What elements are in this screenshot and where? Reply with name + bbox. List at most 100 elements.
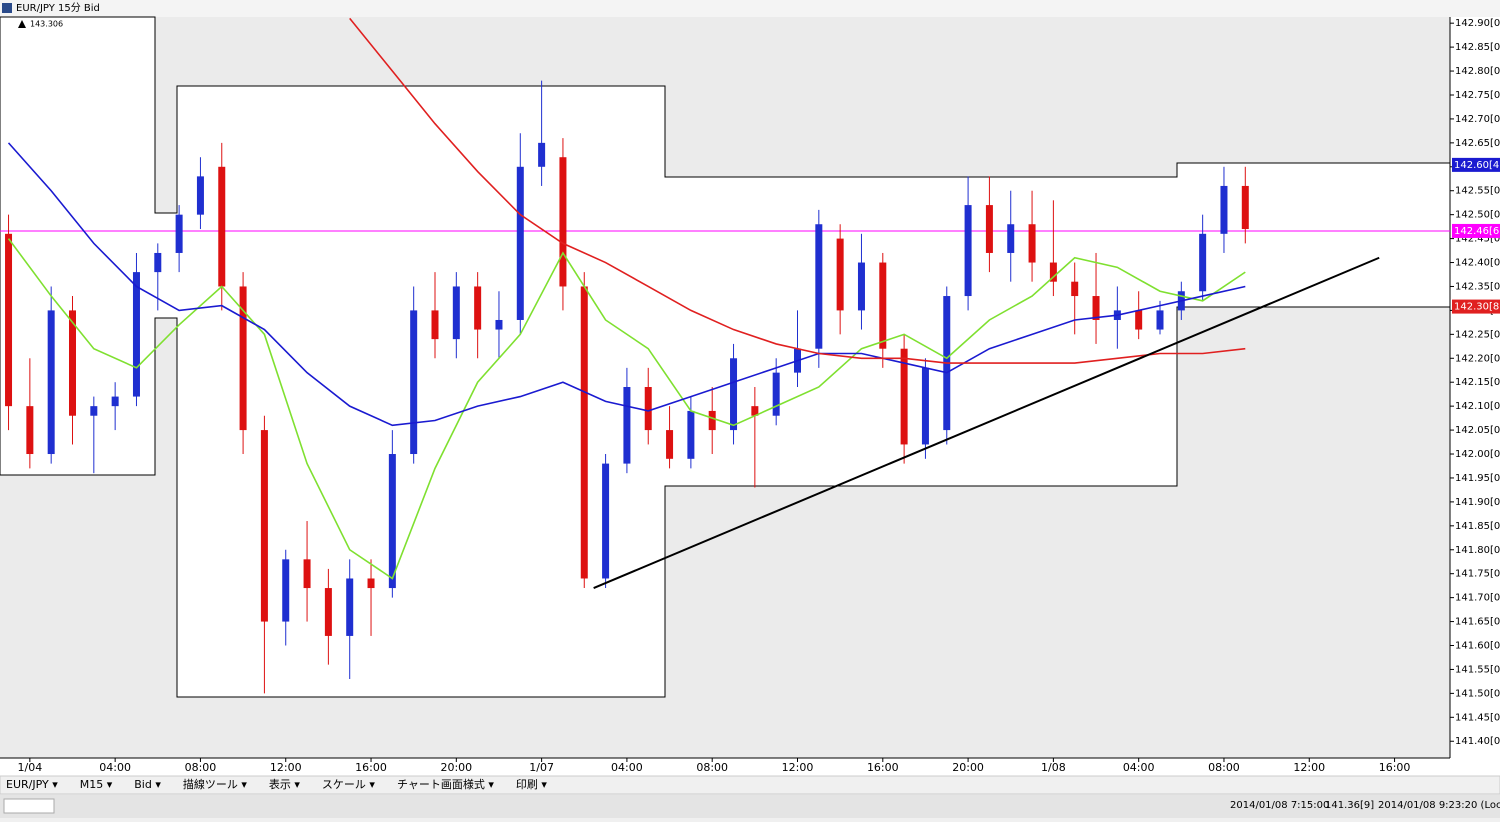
candle-body (154, 252, 162, 273)
y-tick-label: 141.60[0] (1455, 641, 1500, 652)
candle-body (644, 387, 652, 431)
x-tick-label: 20:00 (440, 761, 472, 774)
candle-body (623, 387, 631, 464)
candle-body (857, 262, 865, 311)
scroll-box[interactable] (3, 798, 55, 814)
status-bar (0, 795, 1500, 818)
candle-body (367, 578, 375, 589)
x-tick-label: 12:00 (1293, 761, 1325, 774)
toolbar-button[interactable]: 描線ツール ▾ (183, 777, 247, 791)
candle-body (474, 286, 482, 330)
x-tick-label: 1/07 (529, 761, 554, 774)
chart-title: EUR/JPY 15分 Bid (16, 2, 100, 14)
y-tick-label: 142.90[0] (1455, 18, 1500, 29)
candle-body (69, 310, 76, 416)
y-tick-label: 141.65[0] (1455, 617, 1500, 628)
candle-body (730, 358, 738, 431)
y-tick-label: 142.20[0] (1455, 353, 1500, 364)
candle-body (1092, 296, 1100, 320)
candle-body (772, 372, 780, 416)
candle-body (815, 224, 823, 349)
y-tick-label: 141.85[0] (1455, 521, 1500, 532)
y-tick-label: 142.25[0] (1455, 329, 1500, 340)
candle-body (879, 262, 887, 349)
candle-body (111, 396, 119, 407)
y-tick-label: 142.45[0] (1455, 234, 1500, 245)
status-text: 2014/01/08 7:15:00 (1230, 800, 1329, 811)
candle-body (1007, 224, 1015, 253)
price-tag-label: 142.30[8 (1454, 302, 1499, 313)
y-tick-label: 142.05[0] (1455, 425, 1500, 436)
candle-body (303, 559, 311, 589)
y-tick-label: 141.45[0] (1455, 712, 1500, 723)
y-tick-label: 142.00[0] (1455, 449, 1500, 460)
x-tick-label: 04:00 (99, 761, 131, 774)
y-tick-label: 142.85[0] (1455, 42, 1500, 53)
candle-body (1199, 233, 1207, 292)
candle-body (90, 406, 98, 416)
x-tick-label: 08:00 (1208, 761, 1240, 774)
x-tick-label: 1/04 (18, 761, 43, 774)
candle-body (538, 142, 546, 167)
trend-line (593, 256, 1380, 589)
candle-body (1135, 310, 1143, 330)
toolbar-button[interactable]: 表示 ▾ (269, 777, 300, 791)
price-tag (1452, 223, 1500, 238)
x-tick-label: 04:00 (1123, 761, 1155, 774)
high-marker-icon (18, 20, 26, 28)
candle-body (1220, 185, 1228, 234)
toolbar-button[interactable]: M15 ▾ (80, 778, 113, 791)
candle-body (1156, 310, 1164, 330)
y-tick-label: 142.65[0] (1455, 138, 1500, 149)
candle-body (666, 430, 674, 459)
y-tick-label: 142.40[0] (1455, 258, 1500, 269)
x-tick-label: 1/08 (1041, 761, 1066, 774)
x-tick-label: 16:00 (867, 761, 899, 774)
price-tag (1452, 299, 1500, 314)
candle-body (47, 310, 55, 455)
candle-body (346, 578, 354, 636)
candle-body (687, 410, 695, 459)
toolbar-button[interactable]: 印刷 ▾ (516, 778, 547, 791)
y-tick-label: 142.70[0] (1455, 114, 1500, 125)
toolbar-button[interactable]: EUR/JPY ▾ (6, 778, 58, 791)
toolbar-button[interactable]: スケール ▾ (322, 778, 375, 791)
y-tick-label: 142.35[0] (1455, 281, 1500, 292)
y-axis-area (1450, 17, 1500, 758)
x-tick-label: 08:00 (696, 761, 728, 774)
high-marker: 143.306 (30, 20, 63, 29)
toolbar-button[interactable]: チャート画面様式 ▾ (397, 777, 494, 791)
y-tick-label: 141.55[0] (1455, 664, 1500, 675)
candle-body (921, 367, 929, 445)
candle-body (580, 286, 588, 579)
candle-body (559, 157, 567, 287)
candle-body (132, 272, 140, 397)
candle-body (495, 319, 503, 330)
candle-body (964, 205, 972, 297)
y-tick-label: 142.10[0] (1455, 401, 1500, 412)
status-text: 141.36[9] (1325, 800, 1374, 811)
x-tick-label: 16:00 (1379, 761, 1411, 774)
y-tick-label: 142.15[0] (1455, 377, 1500, 388)
candle-body (175, 214, 183, 253)
y-tick-label: 142.75[0] (1455, 90, 1500, 101)
toolbar-button[interactable]: Bid ▾ (134, 778, 161, 791)
y-tick-label: 141.70[0] (1455, 593, 1500, 604)
y-tick-label: 141.40[0] (1455, 736, 1500, 747)
x-tick-label: 12:00 (782, 761, 814, 774)
y-tick-label: 141.80[0] (1455, 545, 1500, 556)
x-tick-label: 12:00 (270, 761, 302, 774)
candle-body (602, 463, 610, 579)
x-tick-label: 08:00 (185, 761, 217, 774)
y-tick-label: 141.75[0] (1455, 569, 1500, 580)
candle-body (260, 430, 268, 622)
y-tick-label: 141.95[0] (1455, 473, 1500, 484)
candle-body (900, 348, 908, 445)
x-tick-label: 04:00 (611, 761, 643, 774)
candle-body (196, 176, 204, 215)
x-tick-label: 16:00 (355, 761, 387, 774)
candle-body (26, 406, 34, 455)
status-text: 2014/01/08 9:23:20 (Local) (1378, 800, 1500, 811)
